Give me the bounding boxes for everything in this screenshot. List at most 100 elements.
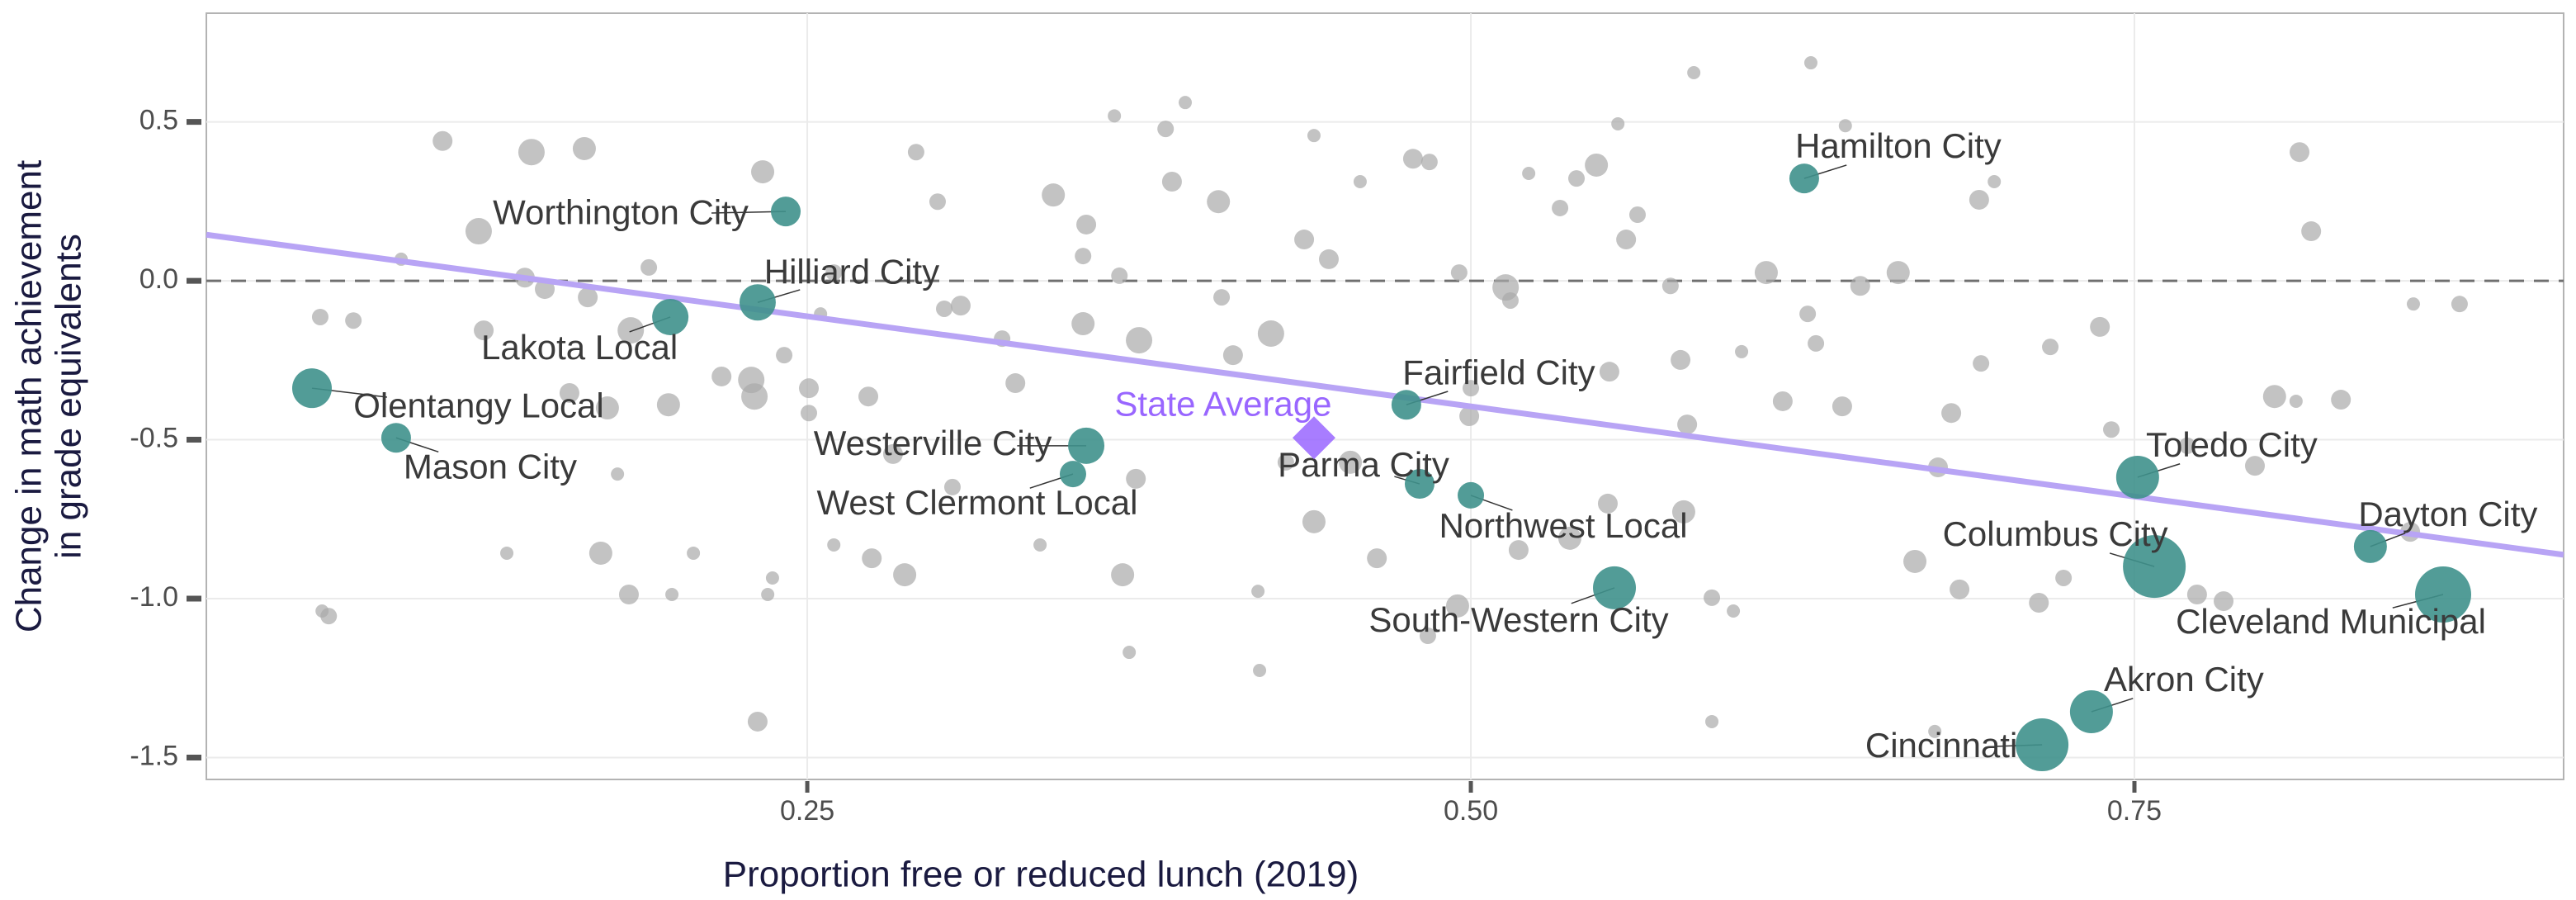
district-point	[936, 300, 953, 317]
district-point	[1253, 663, 1267, 677]
district-point	[950, 296, 971, 316]
point-label: Toledo City	[2146, 425, 2318, 464]
district-point	[687, 546, 701, 560]
district-point	[1973, 355, 1990, 372]
district-point	[1161, 171, 1182, 192]
district-point	[320, 608, 338, 625]
district-point	[1277, 453, 1294, 471]
district-point	[1735, 344, 1749, 358]
district-point	[1126, 327, 1153, 354]
district-point	[1075, 248, 1092, 265]
district-point	[858, 386, 879, 407]
district-point	[465, 218, 492, 245]
district-point	[617, 317, 645, 344]
district-point	[1123, 646, 1137, 660]
highlighted-point	[1391, 390, 1421, 420]
district-point	[1808, 334, 1825, 352]
district-point	[1950, 579, 1970, 599]
district-point	[1402, 149, 1423, 169]
district-point	[1222, 345, 1243, 366]
district-point	[1111, 563, 1135, 587]
district-point	[2103, 421, 2120, 438]
district-point	[741, 383, 768, 410]
district-point	[1772, 391, 1793, 411]
district-point	[1628, 206, 1646, 224]
district-point	[1033, 538, 1047, 552]
district-point	[1257, 320, 1284, 347]
district-point	[1754, 261, 1778, 285]
district-point	[1969, 189, 1989, 210]
district-point	[559, 382, 579, 403]
district-point	[1838, 119, 1852, 133]
district-point	[1508, 540, 1529, 561]
y-tick-label: -1.5	[130, 740, 178, 771]
district-point	[1941, 403, 1962, 424]
district-point	[1687, 65, 1701, 79]
trend-line	[206, 231, 2564, 558]
district-point	[1568, 170, 1586, 187]
district-point	[1522, 166, 1536, 180]
highlighted-point	[1458, 481, 1485, 509]
district-point	[1727, 604, 1741, 618]
district-point	[1616, 230, 1637, 250]
district-point	[1071, 312, 1095, 336]
highlighted-point	[1593, 566, 1637, 609]
district-point	[518, 139, 545, 166]
district-point	[1445, 594, 1469, 618]
district-point	[432, 130, 453, 151]
district-point	[500, 546, 514, 560]
point-label: Northwest Local	[1439, 506, 1687, 545]
district-point	[1903, 549, 1927, 573]
district-point	[765, 571, 779, 585]
highlighted-point	[1789, 163, 1819, 194]
district-point	[2029, 592, 2049, 613]
district-point	[1042, 183, 1066, 207]
y-tick-label: -0.5	[130, 423, 178, 454]
district-point	[656, 393, 680, 417]
point-label: Worthington City	[493, 192, 749, 231]
district-point	[588, 541, 612, 565]
point-label: Parma City	[1278, 445, 1449, 484]
district-point	[1585, 153, 1609, 177]
district-point	[800, 405, 817, 422]
district-point	[1450, 264, 1468, 282]
highlighted-point	[2123, 535, 2186, 599]
district-point	[1251, 585, 1265, 599]
district-point	[2331, 390, 2351, 410]
district-point	[665, 587, 679, 601]
point-label: Olentangy Local	[353, 386, 604, 424]
highlighted-point	[739, 284, 776, 321]
district-point	[2290, 142, 2310, 163]
district-point	[882, 443, 903, 464]
point-label: Mason City	[404, 447, 577, 486]
highlighted-point	[2415, 566, 2472, 623]
district-point	[595, 396, 619, 420]
point-label: Hamilton City	[1795, 126, 2002, 165]
point-label: Columbus City	[1943, 514, 2168, 553]
district-point	[311, 308, 328, 325]
point-label: Westerville City	[814, 424, 1052, 462]
district-point	[474, 320, 494, 341]
district-point	[1419, 628, 1436, 645]
point-label: Hilliard City	[764, 252, 939, 291]
district-point	[1611, 116, 1625, 130]
district-point	[776, 347, 793, 364]
x-tick-label: 0.75	[2107, 795, 2162, 827]
district-point	[798, 378, 819, 399]
district-point	[943, 478, 961, 495]
district-point	[618, 584, 639, 604]
district-point	[1076, 214, 1097, 234]
district-point	[1988, 174, 2002, 188]
point-label: Akron City	[2104, 660, 2264, 699]
highlighted-point	[2353, 529, 2387, 563]
district-point	[1799, 306, 1817, 323]
point-label: Cincinnati	[1865, 726, 2017, 765]
district-point	[640, 258, 658, 276]
highlighted-point	[2115, 455, 2159, 499]
state-average-point	[1292, 416, 1335, 460]
highlighted-point	[652, 298, 689, 335]
district-point	[1492, 274, 1520, 301]
highlighted-point	[1059, 461, 1086, 488]
district-point	[2451, 296, 2468, 313]
